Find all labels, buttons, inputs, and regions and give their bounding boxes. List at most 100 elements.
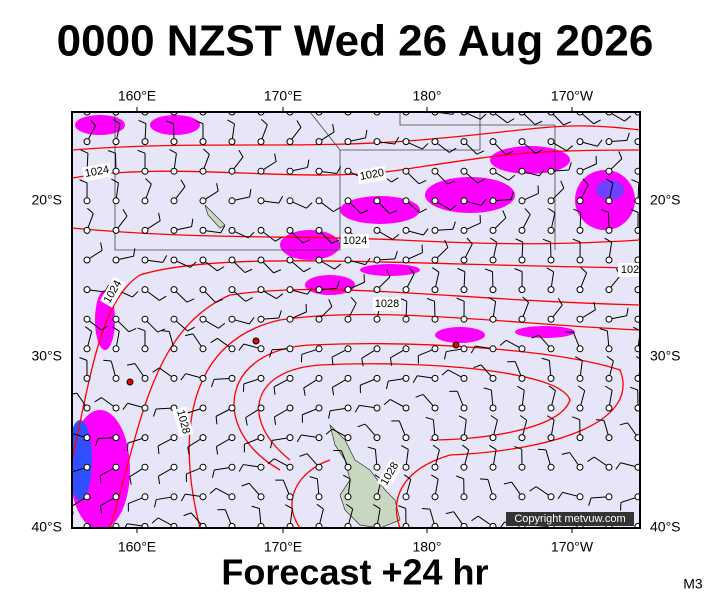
isobar-label: 1024 bbox=[84, 164, 110, 180]
station bbox=[112, 256, 120, 264]
barb-feather bbox=[307, 159, 310, 168]
station bbox=[460, 404, 468, 412]
station bbox=[141, 315, 149, 323]
barb-feather bbox=[267, 458, 275, 465]
barb-feather bbox=[450, 204, 458, 211]
station bbox=[460, 197, 468, 205]
barb-feather bbox=[452, 112, 455, 115]
barb-feather bbox=[389, 210, 398, 215]
station bbox=[431, 493, 439, 501]
barb-feather bbox=[604, 237, 612, 243]
barb-feather bbox=[151, 517, 159, 524]
station bbox=[286, 256, 294, 264]
lon-label: 170°W bbox=[551, 539, 594, 555]
barb-feather bbox=[132, 291, 139, 298]
station bbox=[518, 463, 526, 471]
barb-feather bbox=[96, 529, 98, 537]
barb-feather bbox=[238, 343, 245, 351]
barb-feather bbox=[444, 351, 447, 360]
barb-feather bbox=[422, 228, 429, 236]
station bbox=[373, 197, 381, 205]
barb-feather bbox=[309, 476, 318, 480]
station bbox=[228, 345, 236, 353]
station bbox=[605, 286, 613, 294]
barb-feather bbox=[157, 476, 161, 485]
station bbox=[286, 197, 294, 205]
ocean bbox=[72, 112, 640, 528]
barb-feather bbox=[364, 257, 371, 265]
barb-feather bbox=[357, 423, 366, 428]
barb-feather bbox=[100, 242, 103, 251]
station bbox=[199, 315, 207, 323]
station bbox=[83, 345, 91, 353]
station bbox=[170, 256, 178, 264]
barb-feather bbox=[103, 359, 112, 362]
station bbox=[489, 315, 497, 323]
station bbox=[286, 286, 294, 294]
barb-feather bbox=[531, 334, 540, 339]
barb-feather bbox=[238, 149, 244, 158]
station bbox=[228, 463, 236, 471]
station bbox=[83, 374, 91, 382]
station bbox=[344, 197, 352, 205]
barb-feather bbox=[389, 357, 393, 366]
barb-feather bbox=[655, 110, 660, 116]
barb-feather bbox=[333, 206, 341, 213]
barb-feather bbox=[104, 284, 110, 293]
station bbox=[344, 345, 352, 353]
station bbox=[460, 522, 468, 528]
barb-feather bbox=[514, 268, 523, 273]
station bbox=[344, 404, 352, 412]
lat-label: 40°S bbox=[31, 519, 62, 535]
station bbox=[141, 463, 149, 471]
barb-feather bbox=[471, 515, 479, 522]
barb-feather bbox=[99, 475, 102, 484]
barb-feather bbox=[325, 428, 333, 435]
barb-feather bbox=[153, 408, 157, 417]
station bbox=[634, 404, 640, 412]
station bbox=[315, 374, 323, 382]
station bbox=[518, 434, 526, 442]
barb-feather bbox=[630, 386, 638, 391]
station bbox=[112, 315, 120, 323]
station bbox=[286, 138, 294, 146]
station bbox=[402, 197, 410, 205]
barb-feather bbox=[215, 446, 219, 455]
barb-feather bbox=[542, 238, 551, 243]
barb-feather bbox=[350, 296, 357, 304]
station bbox=[286, 522, 294, 528]
barb-feather bbox=[217, 266, 225, 272]
station bbox=[83, 226, 91, 234]
station bbox=[141, 493, 149, 501]
model-tag: M3 bbox=[683, 576, 703, 592]
barb-feather bbox=[261, 119, 268, 126]
barb-feather bbox=[195, 120, 204, 125]
station bbox=[199, 138, 207, 146]
barb-feather bbox=[113, 119, 121, 125]
station bbox=[518, 167, 526, 175]
wind-barbs bbox=[72, 90, 660, 537]
barb-feather bbox=[566, 145, 574, 152]
barb-feather bbox=[245, 297, 253, 302]
station bbox=[576, 138, 584, 146]
station bbox=[634, 315, 640, 323]
barb-feather bbox=[479, 478, 488, 481]
barb-feather bbox=[445, 511, 454, 515]
lat-label: 20°S bbox=[650, 192, 681, 208]
barb-feather bbox=[244, 268, 253, 274]
station bbox=[315, 286, 323, 294]
barb-feather bbox=[373, 504, 381, 510]
barb-feather bbox=[355, 91, 359, 98]
barb-feather bbox=[319, 90, 325, 95]
barb-feather bbox=[561, 451, 570, 455]
barb-feather bbox=[269, 349, 273, 358]
barb-feather bbox=[422, 143, 429, 150]
barb-feather bbox=[296, 434, 302, 443]
station bbox=[489, 374, 497, 382]
station bbox=[547, 404, 555, 412]
barb-feather bbox=[391, 177, 399, 183]
station bbox=[547, 493, 555, 501]
isobar-label: 1028 bbox=[375, 298, 399, 310]
station bbox=[518, 404, 526, 412]
barb-feather bbox=[245, 417, 248, 426]
